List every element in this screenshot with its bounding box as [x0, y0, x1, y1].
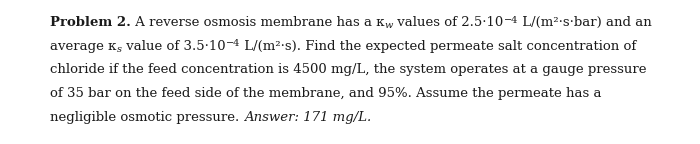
Text: w: w	[385, 21, 393, 30]
Text: s: s	[117, 44, 122, 54]
Text: negligible osmotic pressure.: negligible osmotic pressure.	[50, 111, 244, 124]
Text: value of 3.5·10: value of 3.5·10	[122, 40, 225, 53]
Text: Answer: 171 mg/L.: Answer: 171 mg/L.	[244, 111, 371, 124]
Text: Problem 2.: Problem 2.	[50, 16, 132, 29]
Text: A reverse osmosis membrane has a κ: A reverse osmosis membrane has a κ	[132, 16, 385, 29]
Text: L/(m²·s·bar) and an: L/(m²·s·bar) and an	[518, 16, 652, 29]
Text: −4: −4	[225, 39, 240, 48]
Text: of 35 bar on the feed side of the membrane, and 95%. Assume the permeate has a: of 35 bar on the feed side of the membra…	[50, 87, 602, 100]
Text: average κ: average κ	[50, 40, 117, 53]
Text: values of 2.5·10: values of 2.5·10	[393, 16, 503, 29]
Text: −4: −4	[503, 16, 518, 25]
Text: chloride if the feed concentration is 4500 mg/L, the system operates at a gauge : chloride if the feed concentration is 45…	[50, 64, 647, 76]
Text: L/(m²·s). Find the expected permeate salt concentration of: L/(m²·s). Find the expected permeate sal…	[240, 40, 636, 53]
